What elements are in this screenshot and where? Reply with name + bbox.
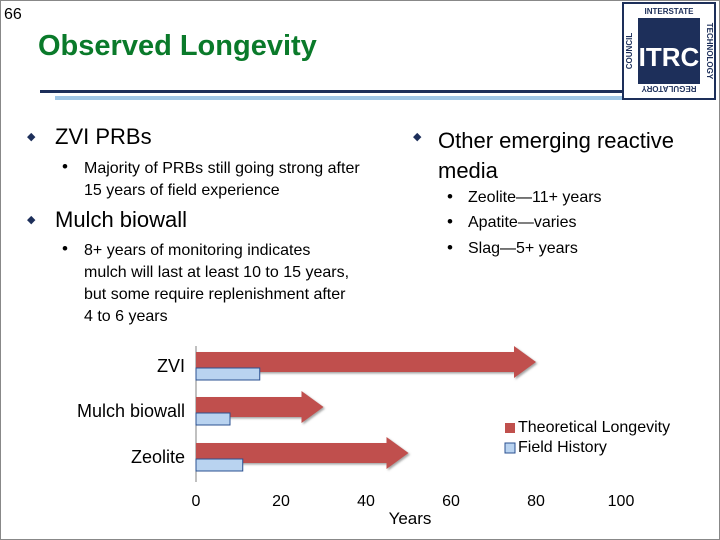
sub-bullet-zeolite: Zeolite—11+ years bbox=[468, 189, 602, 206]
logo-bottom-text: REGULATORY bbox=[641, 84, 697, 93]
sub-bullet-dot-icon: • bbox=[447, 212, 453, 231]
sub-bullet-slag: Slag—5+ years bbox=[468, 240, 578, 257]
title-rule-accent bbox=[55, 96, 630, 100]
sub-bullet-zvi-detail: Majority of PRBs still going strong afte… bbox=[84, 160, 360, 199]
logo-left-text: COUNCIL bbox=[625, 33, 634, 70]
logo-center-text: ITRC bbox=[639, 42, 700, 72]
title-rule bbox=[40, 90, 630, 93]
diamond-bullet-icon: ◆ bbox=[413, 131, 422, 143]
itrc-logo: ITRC INTERSTATE REGULATORY COUNCIL TECHN… bbox=[622, 2, 716, 100]
slide-number: 66 bbox=[4, 6, 22, 23]
sub-bullet-mulch-detail: 8+ years of monitoring indicates mulch w… bbox=[84, 242, 350, 325]
bullet-zvi-prbs: ZVI PRBs bbox=[55, 124, 152, 149]
sub-bullet-apatite: Apatite—varies bbox=[468, 214, 577, 231]
logo-right-text: TECHNOLOGY bbox=[705, 23, 714, 80]
page-title: Observed Longevity bbox=[38, 30, 317, 62]
diamond-bullet-icon: ◆ bbox=[27, 214, 36, 226]
sub-bullet-dot-icon: • bbox=[62, 239, 68, 258]
bullet-emerging-media: Other emerging reactive media bbox=[438, 128, 674, 183]
bullet-mulch-biowall: Mulch biowall bbox=[55, 207, 188, 232]
sub-bullet-dot-icon: • bbox=[62, 157, 68, 176]
sub-bullet-dot-icon: • bbox=[447, 187, 453, 206]
logo-top-text: INTERSTATE bbox=[644, 7, 694, 16]
diamond-bullet-icon: ◆ bbox=[27, 131, 36, 143]
sub-bullet-dot-icon: • bbox=[447, 238, 453, 257]
